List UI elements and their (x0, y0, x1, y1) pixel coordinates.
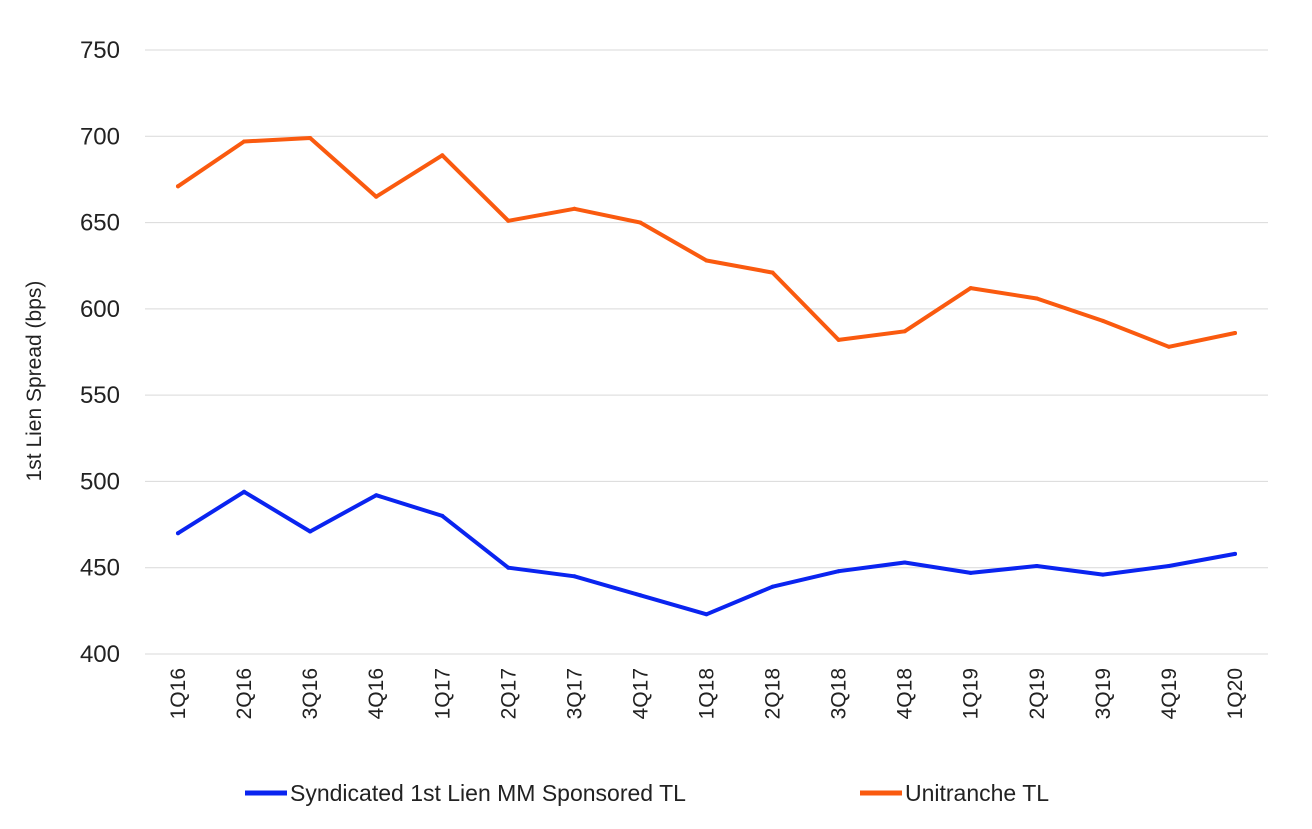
x-tick-label: 4Q18 (894, 668, 917, 719)
data-point (1166, 344, 1171, 349)
x-axis-ticks: 1Q16 2Q16 3Q16 4Q16 1Q17 2Q17 3Q17 4Q17 1Q18 2Q18… (167, 668, 1247, 719)
x-tick-label: 1Q16 (167, 668, 190, 719)
x-tick-label: 1Q18 (696, 668, 719, 719)
legend-label-unitranche: Unitranche TL (905, 780, 1049, 806)
data-point (572, 206, 577, 211)
data-point (242, 139, 247, 144)
data-point (1233, 331, 1237, 335)
x-tick-label: 4Q17 (629, 668, 652, 719)
data-point (374, 194, 379, 199)
x-tick-label: 2Q17 (497, 668, 520, 719)
data-point (638, 593, 643, 598)
series-lines (176, 136, 1237, 617)
legend-label-syndicated: Syndicated 1st Lien MM Sponsored TL (290, 780, 686, 806)
y-axis-ticks: 400 450 500 550 600 650 700 750 (80, 37, 120, 668)
x-tick-label: 3Q16 (299, 668, 322, 719)
data-point (440, 153, 445, 158)
data-point (572, 574, 577, 579)
x-tick-label: 3Q18 (828, 668, 851, 719)
x-tick-label: 1Q19 (960, 668, 983, 719)
y-tick-label: 500 (80, 468, 120, 495)
series-line-1 (176, 136, 1237, 349)
gridlines (145, 49, 1268, 655)
data-point (968, 286, 973, 291)
data-point (770, 584, 775, 589)
data-point (1233, 551, 1237, 556)
y-tick-label: 750 (80, 37, 120, 64)
y-tick-label: 600 (80, 296, 120, 323)
data-point (176, 184, 180, 189)
data-point (836, 337, 841, 342)
x-tick-label: 4Q16 (365, 668, 388, 719)
x-tick-label: 2Q16 (233, 668, 256, 719)
data-point (374, 493, 379, 498)
y-tick-label: 400 (80, 641, 120, 668)
data-point (968, 570, 973, 575)
y-axis-label: 1st Lien Spread (bps) (23, 281, 46, 482)
data-point (308, 529, 313, 534)
x-tick-label: 2Q18 (762, 668, 785, 719)
y-tick-label: 650 (80, 210, 120, 237)
data-point (1100, 572, 1105, 577)
y-tick-label: 550 (80, 382, 120, 409)
data-point (836, 569, 841, 574)
data-point (1034, 296, 1039, 301)
data-point (704, 612, 709, 617)
x-tick-label: 1Q17 (431, 668, 454, 719)
y-tick-label: 700 (80, 123, 120, 150)
data-point (1166, 564, 1171, 568)
data-point (902, 329, 907, 334)
x-tick-label: 1Q20 (1224, 668, 1247, 719)
data-point (638, 220, 643, 225)
data-point (308, 136, 313, 140)
data-point (440, 513, 445, 518)
x-tick-label: 2Q19 (1026, 668, 1049, 719)
data-point (506, 218, 511, 223)
legend: Syndicated 1st Lien MM Sponsored TL Unit… (245, 780, 1049, 806)
data-point (506, 565, 511, 570)
x-tick-label: 4Q19 (1158, 668, 1181, 719)
data-point (176, 531, 180, 536)
y-tick-label: 450 (80, 555, 120, 582)
x-tick-label: 3Q19 (1092, 668, 1115, 719)
series-line-0 (176, 489, 1237, 617)
data-point (902, 560, 907, 565)
data-point (242, 489, 247, 494)
data-point (1034, 564, 1039, 568)
x-tick-label: 3Q17 (563, 668, 586, 719)
data-point (1100, 318, 1105, 323)
data-point (770, 270, 775, 275)
data-point (704, 258, 709, 263)
